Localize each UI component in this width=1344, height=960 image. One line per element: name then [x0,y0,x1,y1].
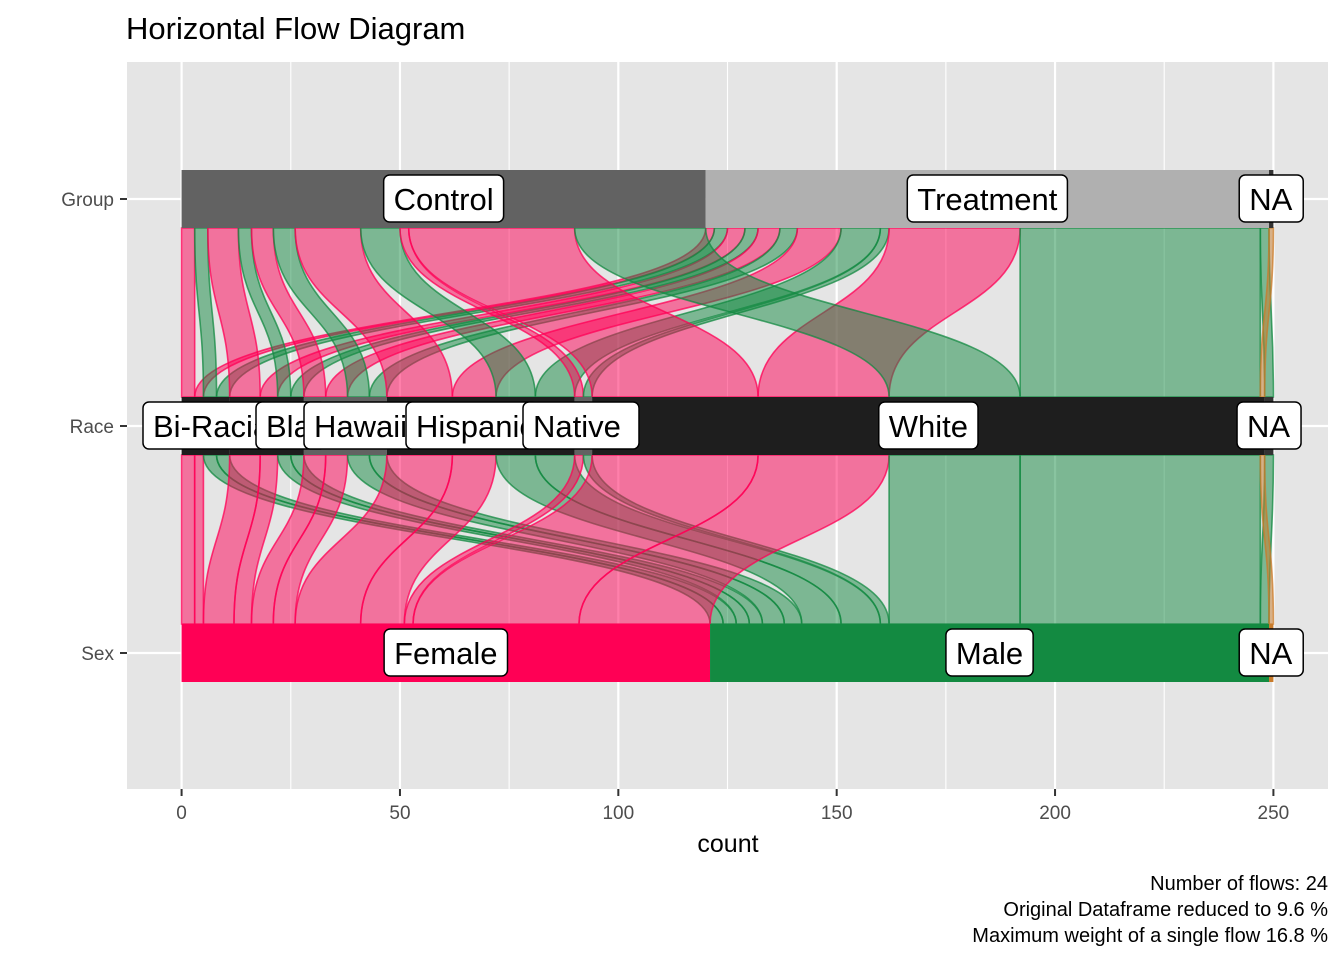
x-axis-title: count [697,830,758,858]
flow-ribbon-race-sex-23 [1259,454,1275,625]
stratum-label-race-4: Native [522,401,640,450]
x-tick-label-0: 0 [176,803,187,824]
stratum-label-text: NA [1249,636,1292,671]
stratum-label-group-1: Treatment [906,174,1069,223]
stratum-label-group-0: Control [382,174,505,223]
flow-ribbon-race-sex-21 [1019,454,1262,625]
stratum-label-box [1238,628,1304,677]
y-tick-label-race: Race [70,417,114,438]
flow-ribbons [180,227,1275,625]
stratum-label-race-6: NA [1236,401,1302,450]
stratum-label-race-3: Hispanic [405,401,539,450]
flow-ribbon-race-sex-1 [193,454,205,625]
stratum-label-box [382,174,505,223]
chart-title: Horizontal Flow Diagram [126,11,465,46]
stratum-label-race-5: White [878,401,979,450]
flow-ribbon-race-sex-0 [180,454,196,625]
stratum-label-group-2: NA [1238,174,1304,223]
stratum-label-sex-0: Female [383,628,509,677]
x-tick-label-100: 100 [602,803,634,824]
stratum-label-box [906,174,1069,223]
stratum-label-text: NA [1249,182,1292,217]
x-tick-label-150: 150 [821,803,853,824]
stratum-label-box [878,401,979,450]
stratum-label-text: Hispanic [416,409,535,444]
x-tick-label-50: 50 [389,803,410,824]
flow-ribbon-group-race-21 [1019,227,1262,398]
stratum-label-text: Male [956,636,1023,671]
flow-ribbon-race-sex-20 [888,454,1021,625]
stratum-label-race-2: Hawaiian [303,401,442,450]
stratum-label-race-0: Bi-Racial [142,401,277,450]
caption-line-2: Maximum weight of a single flow 16.8 % [972,925,1328,947]
stratum-label-text: Hawaiian [314,409,442,444]
caption-line-0: Number of flows: 24 [1150,873,1328,895]
x-tick-label-200: 200 [1039,803,1071,824]
y-tick-label-sex: Sex [81,644,114,665]
stratum-labels: ControlTreatmentNABi-RacialBlackHawaiian… [142,174,1304,677]
stratum-label-text: Female [394,636,497,671]
caption: Number of flows: 24 Original Dataframe re… [972,873,1328,947]
stratum-label-text: Control [394,182,494,217]
stratum-label-box [383,628,509,677]
stratum-label-sex-2: NA [1238,628,1304,677]
stratum-label-text: Treatment [917,182,1058,217]
stratum-label-text: White [889,409,968,444]
stratum-label-box [522,401,640,450]
y-tick-label-group: Group [61,190,114,211]
stratum-label-box [1236,401,1302,450]
stratum-label-text: Bi-Racial [153,409,277,444]
stratum-label-box [945,628,1034,677]
flow-ribbon-group-race-0 [180,227,196,398]
stratum-label-box [1238,174,1304,223]
stratum-label-sex-1: Male [945,628,1034,677]
x-tick-label-250: 250 [1258,803,1290,824]
stratum-label-text: NA [1247,409,1290,444]
stratum-label-text: Native [533,409,621,444]
axes: Group Race Sex 0 50 100 150 200 250 [61,190,1289,824]
caption-line-1: Original Dataframe reduced to 9.6 % [1003,899,1328,921]
